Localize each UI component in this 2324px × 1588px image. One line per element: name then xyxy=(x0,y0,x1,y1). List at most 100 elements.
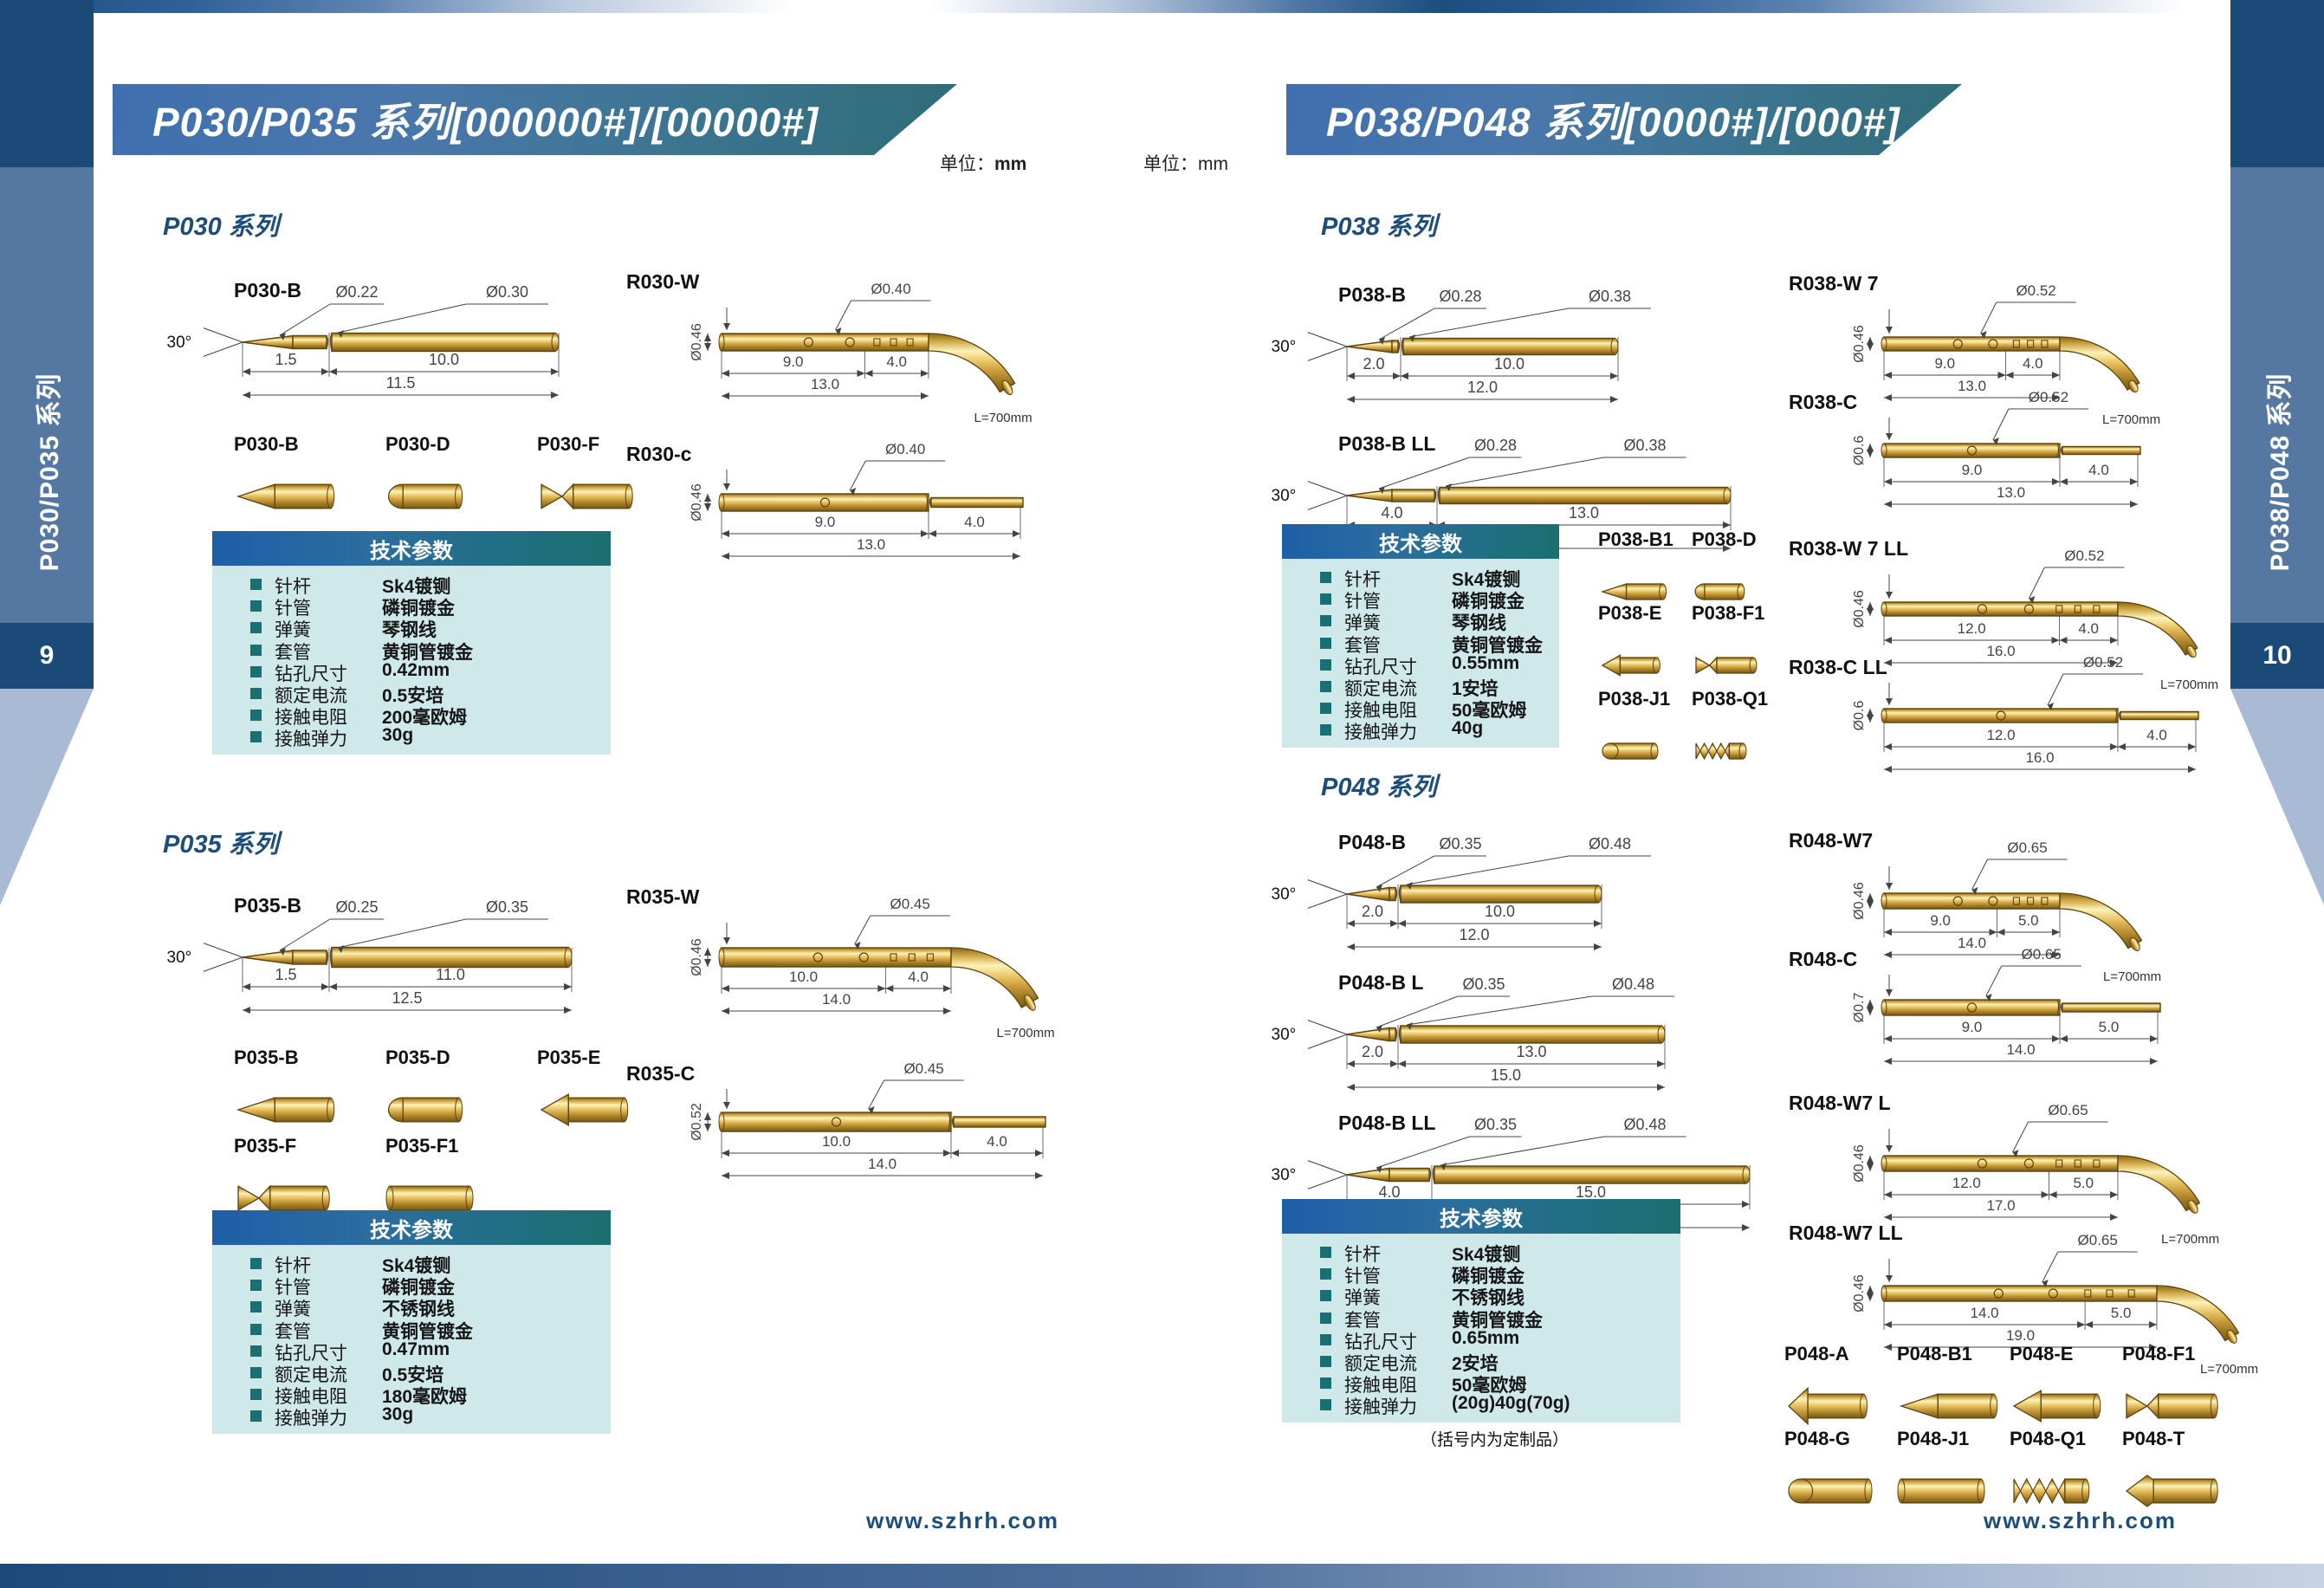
svg-text:11.0: 11.0 xyxy=(436,966,465,983)
svg-text:Ø0.65: Ø0.65 xyxy=(2078,1232,2118,1248)
svg-text:4.0: 4.0 xyxy=(2146,727,2167,743)
svg-text:30°: 30° xyxy=(1272,1026,1297,1044)
svg-text:9.0: 9.0 xyxy=(1962,462,1983,478)
svg-text:14.0: 14.0 xyxy=(868,1156,897,1172)
svg-text:Ø0.52: Ø0.52 xyxy=(2029,389,2068,405)
svg-text:9.0: 9.0 xyxy=(815,514,836,530)
svg-text:Ø0.45: Ø0.45 xyxy=(890,896,930,912)
svg-text:30°: 30° xyxy=(167,334,192,352)
svg-text:R048-C: R048-C xyxy=(1789,948,1857,970)
svg-text:R030-W: R030-W xyxy=(626,270,700,293)
svg-text:12.5: 12.5 xyxy=(392,989,422,1007)
svg-text:16.0: 16.0 xyxy=(2025,749,2054,766)
svg-text:13.0: 13.0 xyxy=(811,376,839,392)
svg-text:Ø0.46: Ø0.46 xyxy=(1852,590,1867,628)
svg-text:2.0: 2.0 xyxy=(1362,903,1383,920)
svg-text:Ø0.35: Ø0.35 xyxy=(486,898,528,916)
svg-text:1.5: 1.5 xyxy=(275,351,296,368)
svg-text:Ø0.30: Ø0.30 xyxy=(486,283,528,301)
svg-text:Ø0.48: Ø0.48 xyxy=(1612,975,1654,993)
svg-text:P048-B LL: P048-B LL xyxy=(1338,1112,1435,1134)
svg-text:Ø0.46: Ø0.46 xyxy=(689,483,704,522)
svg-text:10.0: 10.0 xyxy=(429,351,459,368)
svg-text:Ø0.45: Ø0.45 xyxy=(903,1060,943,1077)
svg-text:12.0: 12.0 xyxy=(1459,926,1489,943)
svg-text:Ø0.65: Ø0.65 xyxy=(2048,1102,2088,1118)
svg-text:Ø0.52: Ø0.52 xyxy=(689,1103,704,1141)
svg-text:Ø0.46: Ø0.46 xyxy=(689,323,704,361)
svg-text:13.0: 13.0 xyxy=(1569,504,1599,522)
svg-text:Ø0.38: Ø0.38 xyxy=(1589,288,1631,305)
svg-text:Ø0.40: Ø0.40 xyxy=(871,281,910,297)
svg-text:P038-B: P038-B xyxy=(1338,283,1406,306)
svg-text:13.0: 13.0 xyxy=(1997,484,2025,501)
svg-text:Ø0.6: Ø0.6 xyxy=(1852,436,1867,466)
svg-text:2.0: 2.0 xyxy=(1362,1043,1383,1060)
svg-text:13.0: 13.0 xyxy=(1516,1043,1546,1060)
svg-text:Ø0.28: Ø0.28 xyxy=(1474,437,1517,454)
svg-text:Ø0.35: Ø0.35 xyxy=(1474,1116,1517,1133)
svg-text:Ø0.46: Ø0.46 xyxy=(1852,1144,1867,1183)
svg-text:Ø0.65: Ø0.65 xyxy=(2007,839,2047,856)
svg-text:Ø0.48: Ø0.48 xyxy=(1589,835,1631,852)
svg-text:9.0: 9.0 xyxy=(1962,1019,1983,1035)
svg-text:4.0: 4.0 xyxy=(908,969,929,985)
svg-text:Ø0.35: Ø0.35 xyxy=(1462,975,1505,993)
svg-text:R048-W7: R048-W7 xyxy=(1789,829,1873,852)
svg-text:P048-B: P048-B xyxy=(1338,831,1406,853)
svg-text:5.0: 5.0 xyxy=(2073,1175,2094,1191)
svg-text:Ø0.52: Ø0.52 xyxy=(2064,548,2104,564)
svg-text:P035-B: P035-B xyxy=(234,894,301,917)
svg-text:30°: 30° xyxy=(1272,338,1297,356)
svg-text:19.0: 19.0 xyxy=(2006,1327,2035,1344)
svg-text:Ø0.46: Ø0.46 xyxy=(689,938,704,976)
svg-text:10.0: 10.0 xyxy=(789,969,818,985)
svg-text:Ø0.52: Ø0.52 xyxy=(2016,282,2055,299)
svg-text:30°: 30° xyxy=(167,949,192,967)
svg-text:30°: 30° xyxy=(1272,885,1297,904)
svg-text:Ø0.22: Ø0.22 xyxy=(335,283,378,301)
svg-text:Ø0.35: Ø0.35 xyxy=(1439,835,1481,852)
svg-text:13.0: 13.0 xyxy=(857,536,885,553)
svg-text:4.0: 4.0 xyxy=(886,353,907,370)
svg-text:Ø0.7: Ø0.7 xyxy=(1852,993,1867,1023)
svg-text:12.0: 12.0 xyxy=(1952,1175,1981,1191)
svg-text:R035-C: R035-C xyxy=(626,1062,695,1085)
svg-text:5.0: 5.0 xyxy=(2099,1019,2120,1035)
svg-text:Ø0.65: Ø0.65 xyxy=(2022,946,2062,963)
svg-text:R038-W 7: R038-W 7 xyxy=(1789,272,1879,295)
svg-text:Ø0.46: Ø0.46 xyxy=(1852,325,1867,363)
svg-text:P048-B L: P048-B L xyxy=(1338,971,1423,994)
svg-text:R048-W7 LL: R048-W7 LL xyxy=(1789,1222,1903,1244)
svg-text:R038-W 7 LL: R038-W 7 LL xyxy=(1789,537,1908,560)
svg-text:4.0: 4.0 xyxy=(964,514,985,530)
svg-text:R038-C LL: R038-C LL xyxy=(1789,656,1887,678)
svg-text:12.0: 12.0 xyxy=(1467,379,1498,396)
svg-text:Ø0.38: Ø0.38 xyxy=(1623,437,1666,454)
svg-text:L=700mm: L=700mm xyxy=(997,1026,1055,1040)
svg-text:15.0: 15.0 xyxy=(1576,1183,1606,1201)
svg-text:Ø0.48: Ø0.48 xyxy=(1623,1116,1666,1133)
svg-text:10.0: 10.0 xyxy=(1485,903,1515,920)
svg-text:12.0: 12.0 xyxy=(1986,727,2015,743)
svg-text:R038-C: R038-C xyxy=(1789,391,1857,413)
svg-text:1.5: 1.5 xyxy=(275,966,296,983)
svg-text:10.0: 10.0 xyxy=(822,1133,851,1150)
svg-text:Ø0.52: Ø0.52 xyxy=(2083,654,2123,671)
svg-text:30°: 30° xyxy=(1272,1166,1297,1184)
svg-text:R035-W: R035-W xyxy=(626,885,700,908)
svg-text:Ø0.6: Ø0.6 xyxy=(1852,701,1867,731)
svg-text:P038-B LL: P038-B LL xyxy=(1338,432,1435,455)
svg-text:5.0: 5.0 xyxy=(2111,1305,2132,1321)
svg-text:2.0: 2.0 xyxy=(1363,355,1384,373)
svg-text:P030-B: P030-B xyxy=(234,279,301,301)
svg-text:Ø0.40: Ø0.40 xyxy=(885,441,925,457)
svg-text:4.0: 4.0 xyxy=(2088,462,2109,478)
svg-text:4.0: 4.0 xyxy=(987,1133,1007,1150)
svg-text:14.0: 14.0 xyxy=(1971,1305,1999,1321)
svg-text:14.0: 14.0 xyxy=(2006,1041,2035,1058)
svg-text:Ø0.28: Ø0.28 xyxy=(1439,288,1481,305)
svg-text:R048-W7 L: R048-W7 L xyxy=(1789,1092,1891,1114)
svg-text:Ø0.46: Ø0.46 xyxy=(1852,882,1867,920)
svg-text:Ø0.25: Ø0.25 xyxy=(335,898,378,916)
